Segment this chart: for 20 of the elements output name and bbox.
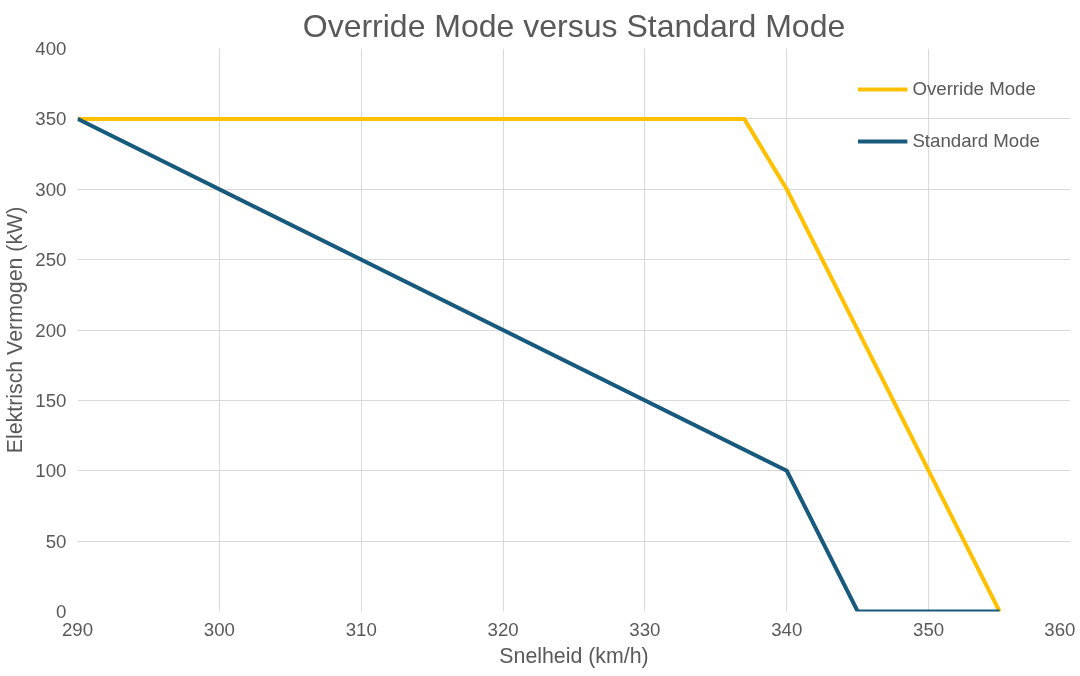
y-tick-label: 150 [35, 389, 67, 411]
y-tick-label: 50 [45, 530, 67, 552]
x-tick-label: 340 [771, 618, 803, 640]
y-tick-label: 350 [35, 108, 67, 130]
x-tick-label: 360 [1044, 618, 1076, 640]
x-tick-label: 330 [629, 618, 661, 640]
legend-label: Override Mode [912, 78, 1036, 100]
y-tick-label: 400 [35, 38, 67, 59]
x-tick-label: 300 [203, 618, 235, 640]
x-tick-label: 350 [913, 618, 945, 640]
y-tick-label: 250 [35, 249, 67, 271]
x-axis-title: Snelheid (km/h) [499, 643, 649, 668]
y-tick-label: 100 [35, 460, 67, 482]
y-tick-label: 300 [35, 178, 67, 200]
x-tick-label: 310 [345, 618, 377, 640]
chart-title: Override Mode versus Standard Mode [302, 7, 846, 44]
y-axis-title: Elektrisch Vermogen (kW) [3, 206, 28, 454]
legend-label: Standard Mode [912, 130, 1040, 152]
y-tick-label: 200 [35, 319, 67, 341]
x-tick-label: 320 [487, 618, 519, 640]
